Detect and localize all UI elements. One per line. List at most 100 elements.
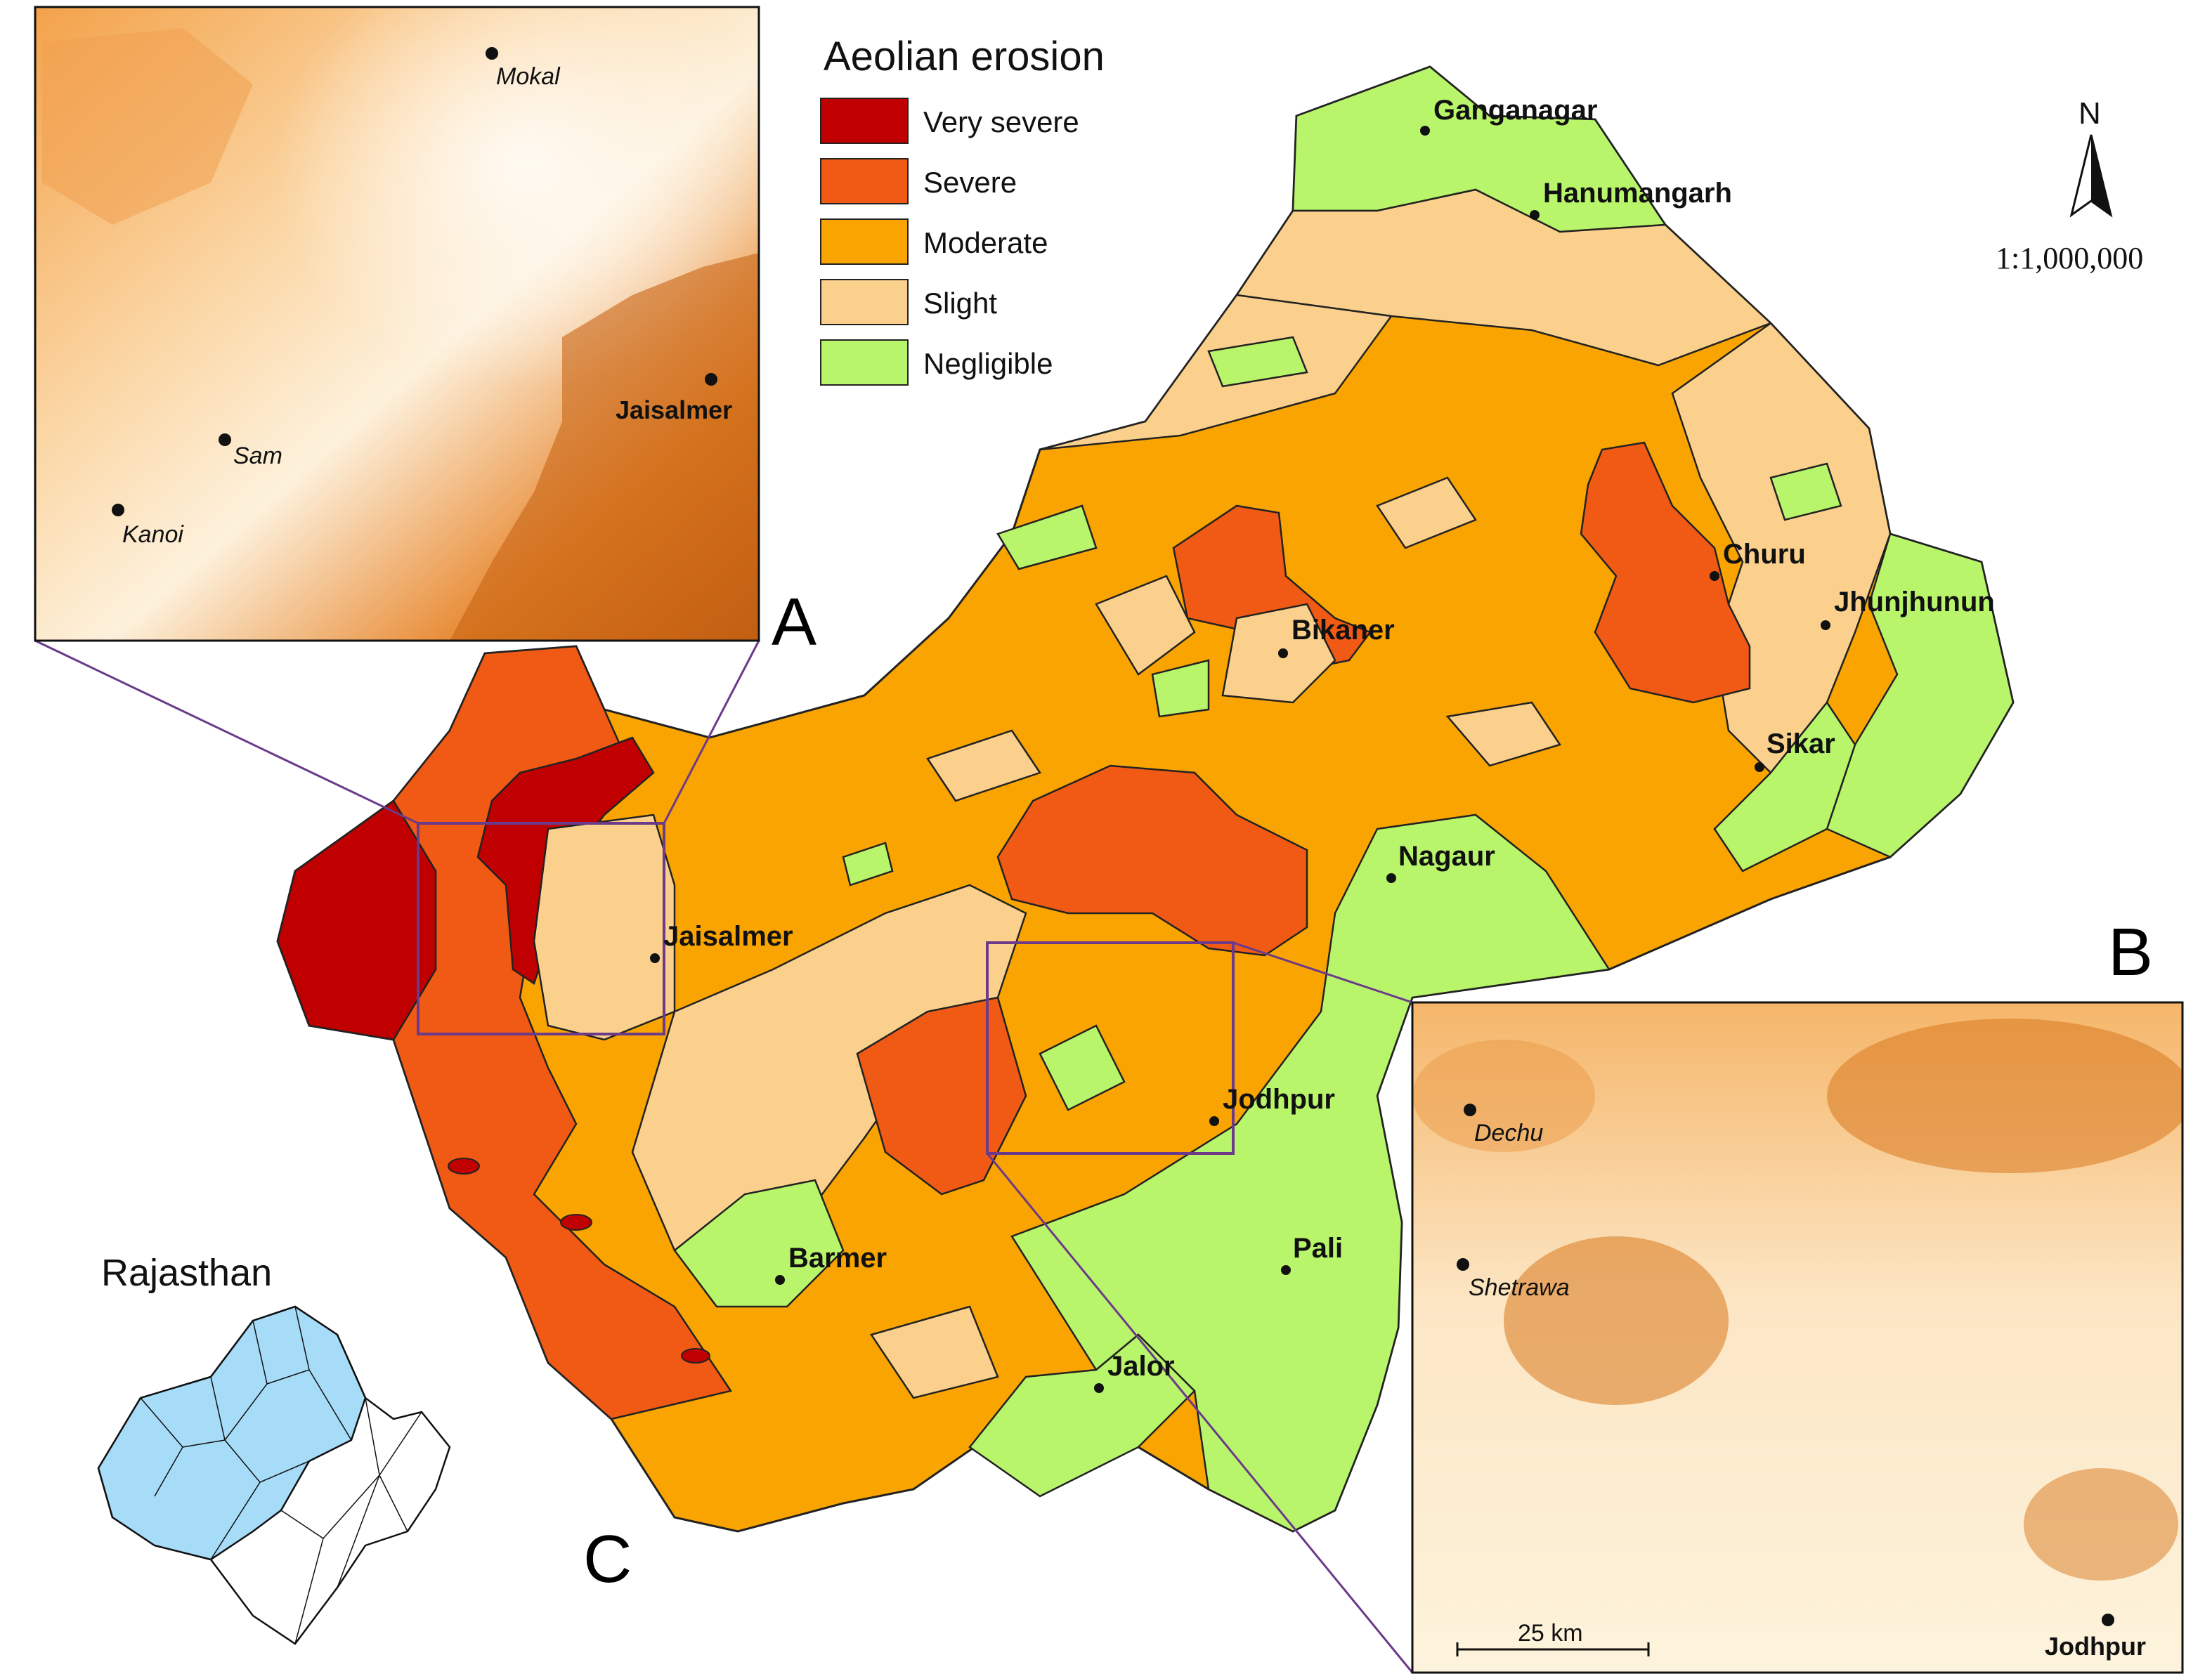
panel-letter-c: C [583,1522,632,1597]
city-dot [1281,1265,1291,1275]
zone-negligible [1769,462,1842,521]
place-dot [219,433,231,446]
zone-severe [1580,441,1751,704]
zone-negligible [1713,700,1856,872]
legend-swatch [820,158,909,204]
legend: Aeolian erosion Very severe Severe Moder… [820,34,1105,386]
zone-negligible [1207,336,1308,388]
zone-negligible [968,1333,1196,1498]
place-label: Jodhpur [2045,1632,2146,1661]
zone-slight [1039,294,1393,451]
zone-negligible [1010,813,1611,1533]
zone-very-severe [681,1348,710,1364]
zone-very-severe [448,1158,480,1175]
zone-negligible [1826,532,2015,858]
city-label: Barmer [788,1243,887,1274]
city-label: Sikar [1767,728,1835,759]
place-dot [2102,1614,2114,1626]
legend-swatch [820,98,909,144]
zone-very-severe [276,799,437,1041]
zone-severe [996,764,1308,957]
legend-label: Very severe [923,105,1079,138]
zone-slight [1445,701,1561,767]
legend-swatch [820,279,909,325]
inset-b-dune-field [1504,1236,1729,1405]
scale-bar-label: 25 km [1518,1620,1583,1647]
connector-a [34,639,419,825]
city-dot [775,1275,785,1285]
legend-swatch [820,218,909,265]
north-arrow: N [2069,96,2113,218]
zone-slight [533,813,676,1041]
north-arrow-half [2091,135,2111,215]
legend-label: Severe [923,166,1017,199]
city-dot [1755,762,1764,772]
city-label: Hanumangarh [1543,178,1732,209]
zoom-box-b [986,941,1235,1155]
connector-b [986,1153,1414,1673]
locator-map: Rajasthan [97,1252,451,1645]
city-dot [1710,571,1719,581]
zone-severe [856,996,1027,1196]
place-dot [705,373,717,386]
place-label: Jaisalmer [616,395,732,424]
city-dot [650,953,660,963]
inset-b-dune-field [1827,1019,2182,1173]
city-label: Jhunjhunun [1834,587,1995,617]
city-label: Jaisalmer [663,921,793,952]
zoom-indicators [34,639,1414,1673]
zone-negligible [1039,1024,1126,1111]
city-dot [1094,1383,1104,1393]
place-dot [112,504,124,516]
zone-negligible [842,842,894,887]
city-dot [1530,210,1540,220]
city-label: Nagaur [1398,841,1495,872]
legend-swatch [820,339,909,386]
panel-letter-b: B [2108,915,2153,990]
city-dot [1278,648,1288,658]
inset-a-dark-terrain [450,253,759,641]
city-label: Pali [1293,1233,1343,1264]
inset-b: Dechu Shetrawa Jodhpur 25 km [1411,1001,2184,1674]
place-label: Shetrawa [1469,1274,1570,1301]
inset-b-dune-field [2024,1468,2178,1581]
place-dot [1464,1104,1476,1116]
inset-a-ridge [42,28,253,225]
locator-title: Rajasthan [101,1252,272,1294]
legend-label: Negligible [923,347,1053,380]
zone-slight [1095,575,1196,676]
zone-very-severe [560,1214,592,1231]
inset-b-dune-field [1412,1040,1595,1152]
panel-letter-a: A [772,584,817,660]
legend-label: Slight [923,287,997,320]
zone-slight [926,729,1041,802]
city-label: Ganganagar [1433,95,1597,126]
erosion-map [276,65,2015,1533]
zone-negligible [996,504,1098,570]
city-dot [1386,873,1396,883]
zone-slight [1376,476,1477,549]
locator-district-lines [140,1306,422,1644]
inset-a: Mokal Jaisalmer Sam Kanoi [34,6,760,642]
city-label: Jodhpur [1223,1084,1335,1115]
connector-a [663,640,760,824]
city-label: Jalor [1107,1351,1175,1382]
city-dot [1209,1116,1219,1126]
legend-title: Aeolian erosion [824,34,1105,79]
connector-b [1232,941,1413,1004]
zone-slight [870,1305,999,1399]
city-markers: Ganganagar Hanumangarh Churu Jhunjhunun … [650,95,1995,1393]
legend-label: Moderate [923,226,1048,259]
place-label: Sam [233,443,282,469]
place-dot [486,47,498,60]
north-label: N [2078,96,2101,131]
place-label: Dechu [1474,1120,1543,1146]
place-dot [1457,1258,1469,1271]
city-label: Churu [1723,539,1806,570]
inset-a-frame [34,6,760,642]
place-label: Mokal [496,63,561,90]
city-dot [1420,126,1430,136]
zone-negligible [1151,659,1210,718]
city-dot [1821,620,1830,630]
